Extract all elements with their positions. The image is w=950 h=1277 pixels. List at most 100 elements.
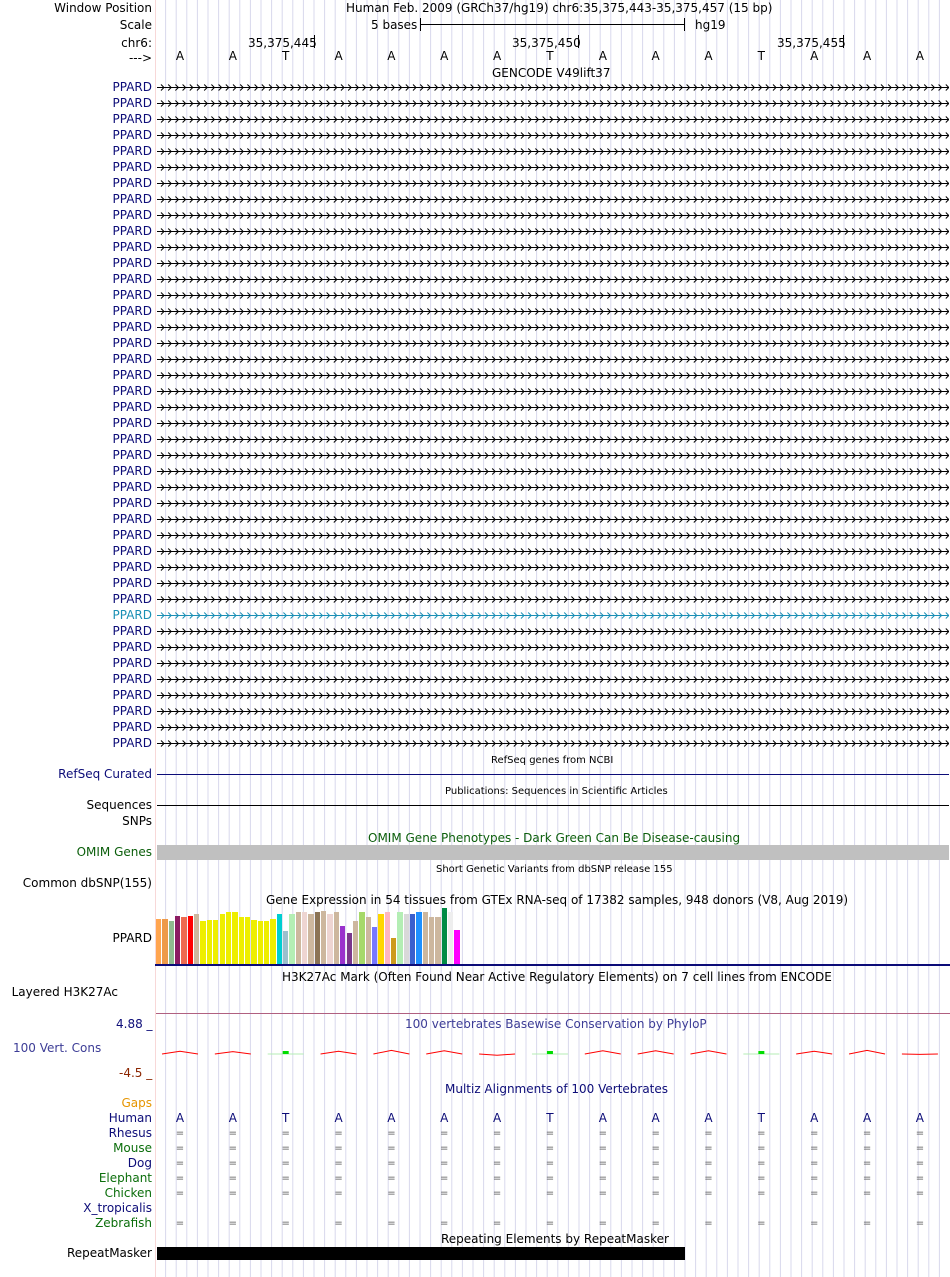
gencode-gene-line[interactable] [157,388,949,395]
gencode-gene-line[interactable] [157,708,949,715]
repeatmasker-label[interactable]: RepeatMasker [66,1246,152,1260]
gencode-gene-label[interactable]: PPARD [112,512,153,526]
gencode-gene-label[interactable]: PPARD [112,432,153,446]
gencode-gene-line[interactable] [157,660,949,667]
gtex-bar-chart[interactable] [156,908,556,964]
gencode-gene-label[interactable]: PPARD [112,288,153,302]
gencode-gene-label[interactable]: PPARD [112,464,153,478]
gencode-gene-line[interactable] [157,148,949,155]
gtex-tissue-bar[interactable] [390,937,397,964]
gencode-gene-label[interactable]: PPARD [112,608,153,622]
gtex-tissue-bar[interactable] [194,914,200,964]
gencode-gene-label[interactable]: PPARD [112,496,153,510]
refseq-line[interactable] [157,774,949,775]
gencode-gene-label[interactable]: PPARD [112,352,153,366]
gencode-gene-label[interactable]: PPARD [112,272,153,286]
gencode-gene-label[interactable]: PPARD [112,672,153,686]
gtex-tissue-bar[interactable] [403,914,409,964]
gencode-gene-label[interactable]: PPARD [112,112,153,126]
gencode-gene-line[interactable] [157,116,949,123]
gencode-gene-line[interactable] [157,308,949,315]
gtex-title[interactable]: Gene Expression in 54 tissues from GTEx … [266,893,849,907]
gtex-tissue-bar[interactable] [333,912,340,964]
gencode-gene-line[interactable] [157,564,949,571]
gtex-tissue-bar[interactable] [429,916,435,964]
gencode-gene-line[interactable] [157,420,949,427]
gencode-gene-line[interactable] [157,676,949,683]
gencode-gene-label[interactable]: PPARD [112,560,153,574]
gtex-tissue-bar[interactable] [346,933,352,964]
gencode-gene-label[interactable]: PPARD [112,480,153,494]
multiz-species-label[interactable]: Rhesus [108,1126,152,1140]
repeatmasker-title[interactable]: Repeating Elements by RepeatMasker [441,1232,669,1246]
gencode-gene-label[interactable]: PPARD [112,720,153,734]
phylop-score[interactable] [584,1050,621,1055]
gencode-gene-label[interactable]: PPARD [112,96,153,110]
repeatmasker-bar[interactable] [157,1247,685,1260]
gencode-gene-line[interactable] [157,404,949,411]
gencode-gene-label[interactable]: PPARD [112,320,153,334]
gencode-gene-line[interactable] [157,724,949,731]
gencode-gene-label[interactable]: PPARD [112,128,153,142]
gencode-gene-line[interactable] [157,324,949,331]
gencode-gene-line[interactable] [157,436,949,443]
gtex-tissue-bar[interactable] [359,912,365,964]
gencode-gene-line[interactable] [157,132,949,139]
gencode-gene-line[interactable] [157,180,949,187]
gencode-gene-line[interactable] [157,228,949,235]
dbsnp-label[interactable]: Common dbSNP(155) [22,876,152,890]
gencode-gene-label[interactable]: PPARD [112,448,153,462]
gencode-gene-line[interactable] [157,84,949,91]
multiz-species-label[interactable]: Mouse [113,1141,152,1155]
gencode-gene-label[interactable]: PPARD [112,640,153,654]
gencode-gene-label[interactable]: PPARD [112,160,153,174]
publications-label[interactable]: Sequences [86,798,152,812]
multiz-species-label[interactable]: Human [108,1111,152,1125]
gtex-tissue-bar[interactable] [187,915,194,964]
gencode-gene-label[interactable]: PPARD [112,336,153,350]
gencode-gene-line[interactable] [157,356,949,363]
gtex-tissue-bar[interactable] [410,914,416,964]
gencode-gene-tracks[interactable] [157,80,949,752]
gtex-tissue-bar[interactable] [302,912,308,964]
gencode-gene-label[interactable]: PPARD [112,736,153,750]
gencode-gene-label[interactable]: PPARD [112,144,153,158]
phylop-score[interactable] [479,1053,516,1056]
multiz-species-label[interactable]: Zebrafish [95,1216,152,1230]
gencode-gene-label[interactable]: PPARD [112,192,153,206]
gtex-tissue-bar[interactable] [321,910,327,964]
gtex-label[interactable]: PPARD [112,931,153,945]
gencode-gene-line[interactable] [157,372,949,379]
refseq-label[interactable]: RefSeq Curated [58,767,152,781]
gtex-tissue-bar[interactable] [162,918,168,964]
gencode-gene-line[interactable] [157,276,949,283]
gencode-gene-line[interactable] [157,516,949,523]
gtex-tissue-bar[interactable] [156,918,162,964]
gtex-tissue-bar[interactable] [263,920,270,964]
gtex-tissue-bar[interactable] [384,912,390,964]
gtex-tissue-bar[interactable] [416,912,422,964]
gencode-gene-line[interactable] [157,548,949,555]
refseq-title[interactable]: RefSeq genes from NCBI [491,755,614,766]
gencode-gene-label[interactable]: PPARD [112,592,153,606]
gtex-tissue-bar[interactable] [289,914,295,964]
gencode-gene-label[interactable]: PPARD [112,688,153,702]
gencode-gene-line[interactable] [157,532,949,539]
gtex-tissue-bar[interactable] [422,912,429,964]
gencode-gene-label[interactable]: PPARD [112,384,153,398]
gencode-gene-line[interactable] [157,452,949,459]
gencode-gene-label[interactable]: PPARD [112,80,153,94]
gtex-tissue-bar[interactable] [276,914,282,964]
gtex-tissue-bar[interactable] [219,914,225,964]
omim-bar[interactable] [157,845,949,860]
gtex-tissue-bar[interactable] [225,912,232,964]
phylop-title[interactable]: 100 vertebrates Basewise Conservation by… [405,1017,707,1031]
gencode-gene-line[interactable] [157,100,949,107]
multiz-species-label[interactable]: Elephant [98,1171,152,1185]
phylop-label[interactable]: 100 Vert. Cons [13,1041,102,1055]
gtex-tissue-bar[interactable] [365,916,371,964]
gencode-gene-label[interactable]: PPARD [112,416,153,430]
gencode-gene-line[interactable] [157,260,949,267]
phylop-wiggle[interactable] [155,1030,950,1080]
omim-label[interactable]: OMIM Genes [76,845,152,859]
